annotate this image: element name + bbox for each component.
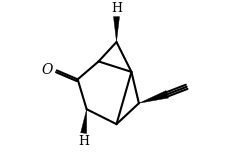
Polygon shape [81, 109, 87, 134]
Text: H: H [78, 135, 89, 148]
Polygon shape [113, 17, 120, 42]
Text: O: O [42, 63, 53, 77]
Polygon shape [139, 91, 168, 103]
Text: H: H [111, 2, 122, 15]
